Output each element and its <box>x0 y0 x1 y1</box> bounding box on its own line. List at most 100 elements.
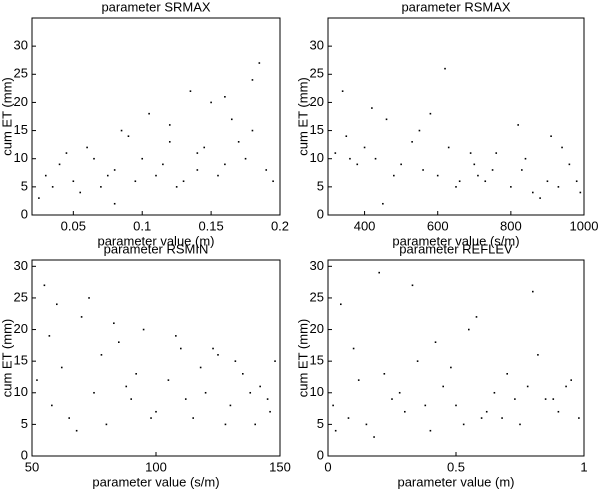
y-tick-label: 20 <box>310 321 324 336</box>
point <box>570 379 572 381</box>
y-tick-label: 0 <box>317 206 324 221</box>
point <box>398 391 401 394</box>
x-tick-label: 150 <box>269 459 291 474</box>
point <box>113 169 116 171</box>
point <box>371 107 373 109</box>
point <box>217 174 219 177</box>
x-tick-label: 400 <box>354 218 376 233</box>
point <box>56 303 58 306</box>
point <box>557 186 560 188</box>
point <box>373 436 375 438</box>
y-tick-label: 0 <box>21 447 28 462</box>
point <box>363 146 366 149</box>
point <box>519 423 521 426</box>
point <box>349 157 351 160</box>
point <box>168 141 171 143</box>
point <box>477 174 479 177</box>
point <box>550 135 552 137</box>
point <box>80 316 83 318</box>
chart-title: parameter SRMAX <box>101 0 210 14</box>
chart-title: parameter RSMAX <box>401 0 510 14</box>
point <box>182 180 185 183</box>
point <box>332 404 334 407</box>
point <box>93 391 95 394</box>
point <box>411 141 413 143</box>
point <box>180 347 182 350</box>
point <box>422 169 424 171</box>
point <box>234 360 237 362</box>
plot-frame <box>327 17 585 216</box>
point <box>127 135 130 137</box>
point <box>100 354 103 356</box>
x-tick-label: 0.15 <box>198 218 223 233</box>
point <box>259 385 261 388</box>
point <box>382 202 384 205</box>
y-tick-label: 0 <box>317 447 324 462</box>
y-tick-label: 20 <box>14 321 28 336</box>
point <box>404 410 406 413</box>
point <box>557 410 560 413</box>
x-tick-label: 0.1 <box>133 218 151 233</box>
point <box>204 391 207 394</box>
plot-frame <box>31 17 281 216</box>
y-tick-label: 10 <box>14 150 28 165</box>
point <box>72 180 75 183</box>
point <box>429 112 432 115</box>
x-tick-label: 600 <box>427 218 449 233</box>
point <box>385 118 388 121</box>
point <box>501 417 503 419</box>
point <box>491 169 494 171</box>
point <box>86 146 88 149</box>
point <box>579 191 582 194</box>
x-tick-label: 100 <box>145 459 167 474</box>
point <box>473 163 476 166</box>
y-tick-label: 20 <box>14 94 28 109</box>
point <box>539 197 541 199</box>
point <box>155 410 157 413</box>
point <box>251 79 254 81</box>
point <box>568 163 571 166</box>
point <box>393 174 395 177</box>
point <box>352 347 355 350</box>
point <box>58 163 61 166</box>
x-tick-label: 0.2 <box>271 218 289 233</box>
point <box>175 186 178 188</box>
y-axis-label: cum ET (mm) <box>295 319 310 397</box>
point <box>485 410 488 413</box>
point <box>340 303 342 306</box>
y-tick-label: 25 <box>310 289 324 304</box>
x-axis-label: parameter value (s/m) <box>92 474 219 489</box>
point <box>469 152 472 154</box>
y-tick-label: 30 <box>14 38 28 53</box>
point <box>130 398 132 400</box>
chart-title: parameter RSMIN <box>104 241 209 256</box>
x-tick-label: 0.05 <box>61 218 86 233</box>
point <box>378 271 380 274</box>
point <box>524 157 527 160</box>
point <box>506 373 508 375</box>
point <box>141 157 144 160</box>
y-tick-label: 25 <box>310 66 324 81</box>
y-tick-label: 25 <box>14 289 28 304</box>
point <box>269 410 271 413</box>
point <box>51 404 53 407</box>
point <box>345 135 348 137</box>
y-axis-label: cum ET (mm) <box>0 77 14 155</box>
point <box>88 297 90 299</box>
point <box>334 152 337 154</box>
point <box>444 67 446 70</box>
point <box>374 157 377 160</box>
y-tick-label: 5 <box>21 178 28 193</box>
point <box>135 373 137 375</box>
y-tick-label: 10 <box>310 384 324 399</box>
point <box>537 354 539 356</box>
y-axis-label: cum ET (mm) <box>295 77 310 155</box>
point <box>65 152 68 154</box>
point <box>134 180 137 183</box>
point <box>118 341 120 343</box>
y-tick-label: 15 <box>14 353 28 368</box>
point <box>578 417 580 419</box>
point <box>175 335 177 337</box>
point <box>484 180 487 183</box>
point <box>150 417 152 419</box>
